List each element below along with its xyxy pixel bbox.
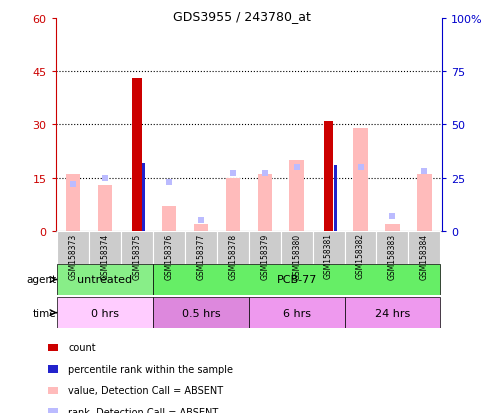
Text: GSM158375: GSM158375 [132, 233, 142, 279]
Bar [153, 264, 440, 295]
Text: count: count [68, 342, 96, 352]
Bar [121, 231, 153, 264]
Bar [376, 231, 409, 264]
Text: rank, Detection Call = ABSENT: rank, Detection Call = ABSENT [68, 407, 218, 413]
Bar [385, 224, 399, 231]
Text: 0 hrs: 0 hrs [91, 308, 119, 318]
Bar [324, 121, 333, 231]
Bar [66, 175, 80, 231]
Bar [142, 163, 145, 231]
Bar [132, 79, 142, 231]
Text: GSM158384: GSM158384 [420, 233, 429, 279]
Bar [344, 297, 440, 328]
Bar [162, 206, 176, 231]
Bar [98, 185, 112, 231]
Bar [417, 175, 432, 231]
Text: GSM158376: GSM158376 [164, 233, 173, 279]
Bar [194, 224, 208, 231]
Bar [226, 178, 240, 231]
Bar [354, 128, 368, 231]
Bar [344, 231, 376, 264]
Bar [409, 231, 440, 264]
Text: GSM158380: GSM158380 [292, 233, 301, 279]
Text: time: time [32, 308, 56, 318]
Bar [281, 231, 313, 264]
Text: GSM158383: GSM158383 [388, 233, 397, 279]
Bar [249, 231, 281, 264]
Text: GSM158382: GSM158382 [356, 233, 365, 279]
Bar [153, 231, 185, 264]
Text: GSM158381: GSM158381 [324, 233, 333, 279]
Bar [57, 297, 153, 328]
Text: 0.5 hrs: 0.5 hrs [182, 308, 220, 318]
Text: 24 hrs: 24 hrs [375, 308, 410, 318]
Bar [57, 231, 89, 264]
Bar [153, 297, 249, 328]
Text: untreated: untreated [77, 275, 133, 285]
Text: PCB-77: PCB-77 [276, 275, 317, 285]
Text: agent: agent [26, 275, 56, 285]
Text: percentile rank within the sample: percentile rank within the sample [68, 364, 233, 374]
Bar [217, 231, 249, 264]
Bar [257, 175, 272, 231]
Bar [313, 231, 344, 264]
Bar [249, 297, 344, 328]
Text: GSM158374: GSM158374 [100, 233, 110, 279]
Bar [57, 264, 153, 295]
Text: value, Detection Call = ABSENT: value, Detection Call = ABSENT [68, 385, 223, 395]
Bar [289, 160, 304, 231]
Bar [89, 231, 121, 264]
Bar [185, 231, 217, 264]
Text: GDS3955 / 243780_at: GDS3955 / 243780_at [172, 10, 311, 23]
Text: GSM158373: GSM158373 [69, 233, 78, 279]
Text: GSM158377: GSM158377 [197, 233, 205, 279]
Text: 6 hrs: 6 hrs [283, 308, 311, 318]
Text: GSM158379: GSM158379 [260, 233, 269, 279]
Text: GSM158378: GSM158378 [228, 233, 237, 279]
Bar [334, 165, 337, 231]
